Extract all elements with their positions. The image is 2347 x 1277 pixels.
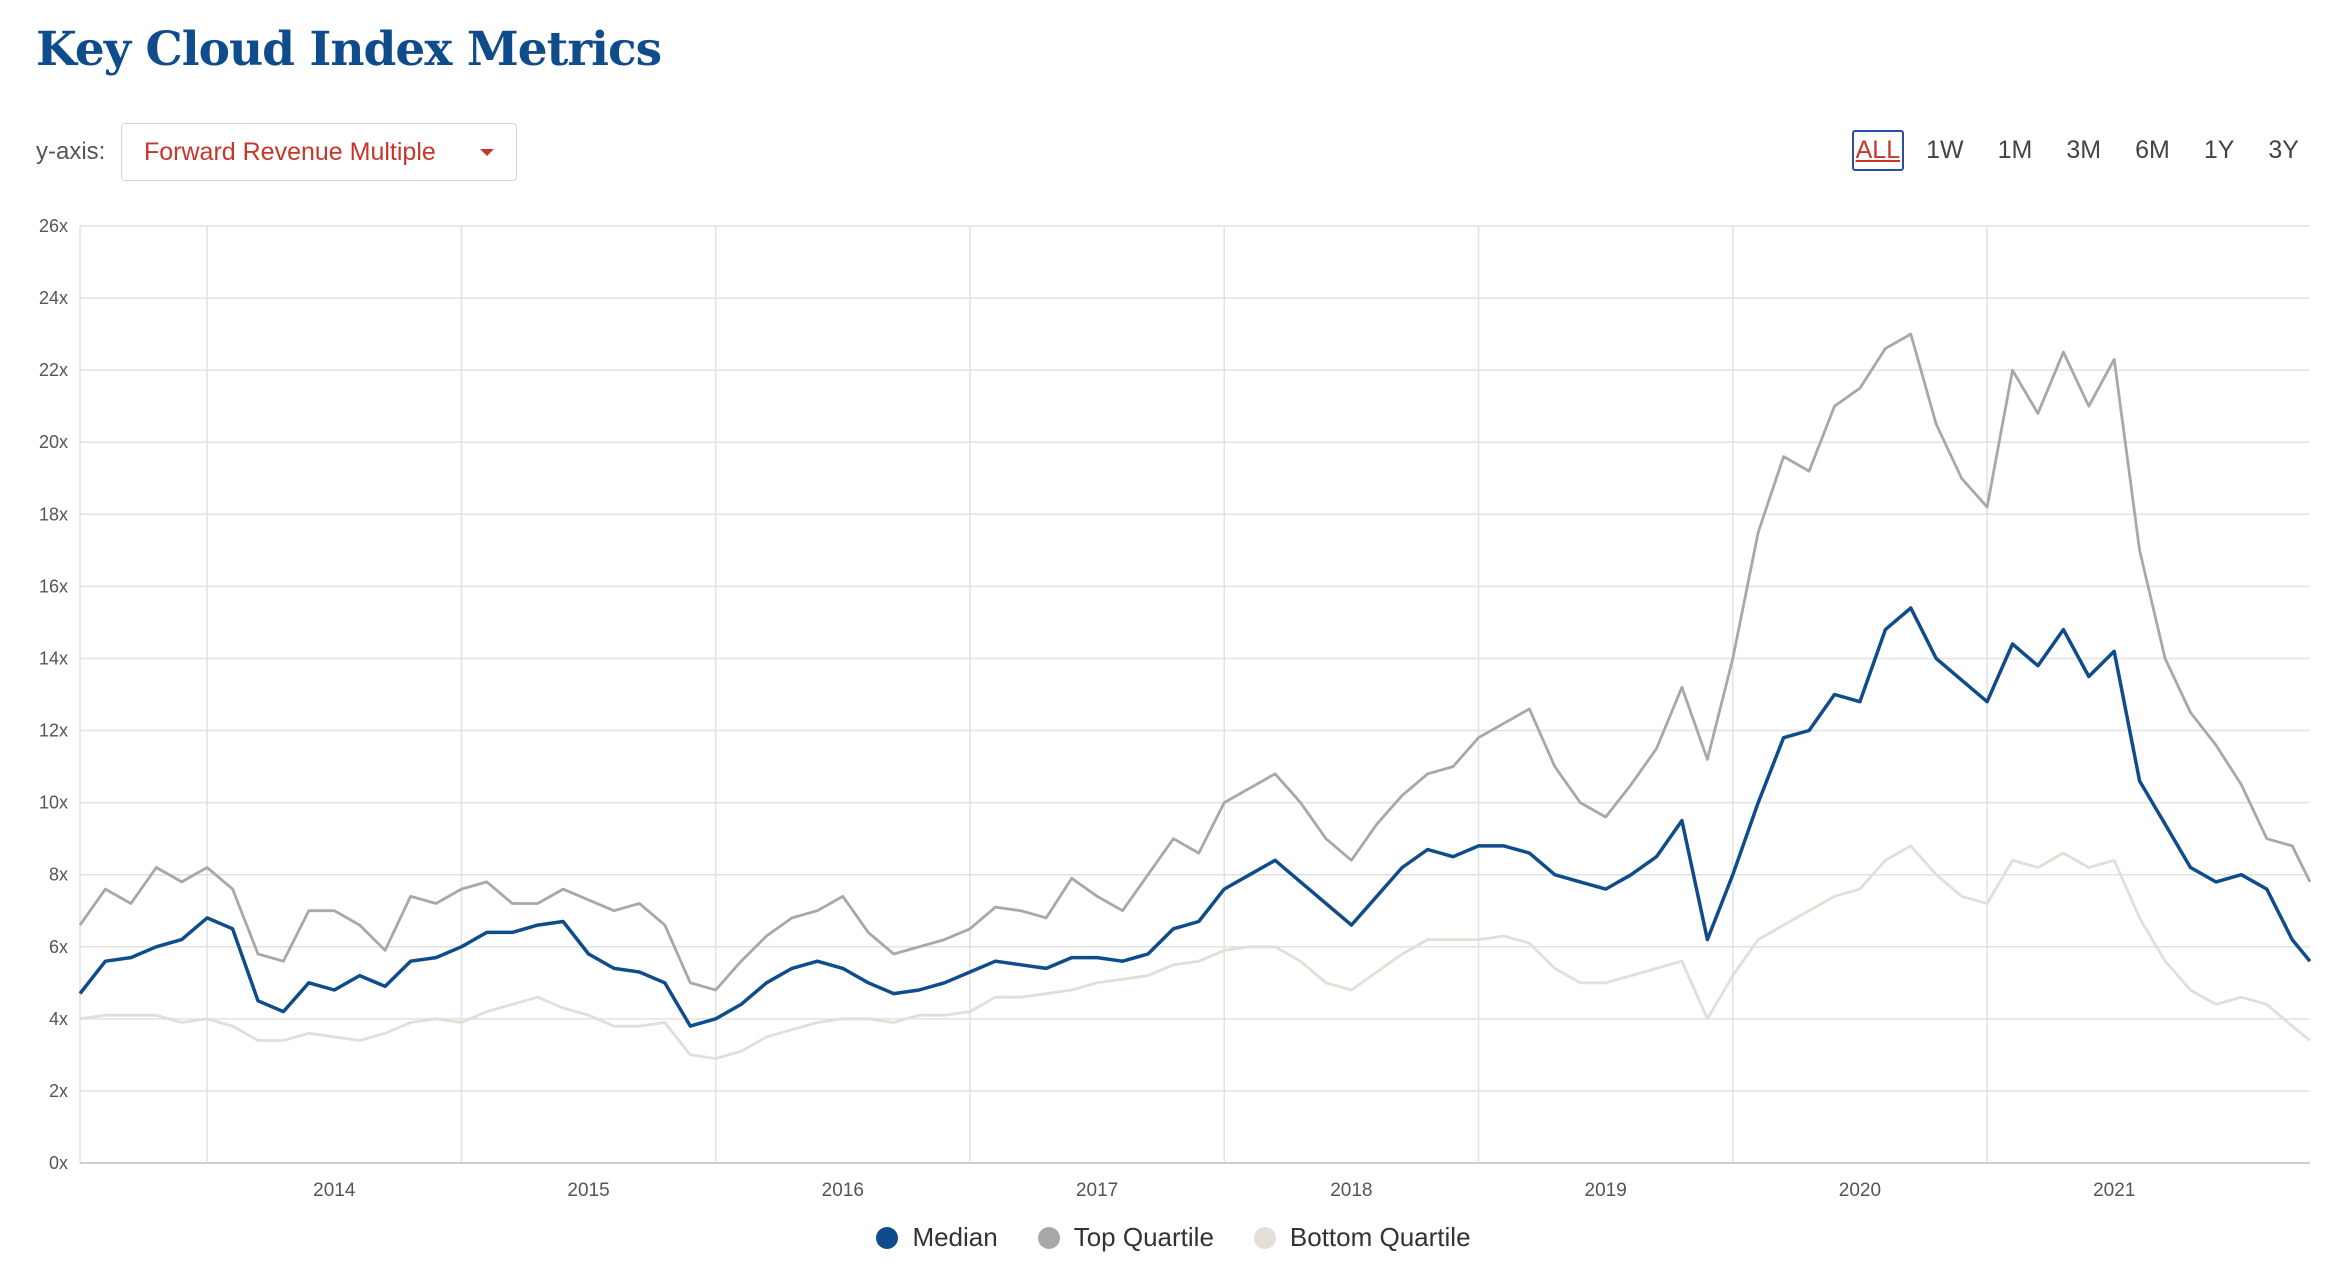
legend-item-top-quartile[interactable]: Top Quartile [1037,1222,1214,1253]
y-tick-label: 10x [39,793,68,813]
x-tick-label: 2019 [1585,1180,1627,1201]
legend-label-top-quartile: Top Quartile [1073,1222,1214,1252]
series-line-top-quartile[interactable] [78,332,2312,992]
x-tick-label: 2018 [1330,1180,1372,1201]
y-tick-label: 26x [39,216,68,236]
caret-down-icon [480,149,494,156]
x-tick-label: 2021 [2093,1180,2135,1201]
time-range-selector: ALL 1W 1M 3M 6M 1Y 3Y [1842,130,2311,171]
chart-series[interactable] [78,332,2312,1060]
y-tick-label: 20x [39,432,68,452]
range-6m-button[interactable]: 6M [2135,136,2170,164]
y-tick-label: 4x [49,1009,68,1029]
x-tick-label: 2020 [1839,1180,1881,1201]
legend-dot-bottom-quartile [1253,1226,1276,1249]
chart-axes: 0x 2x 4x 6x 8x 10x 12x 14x 16x 18x 20x 22x 24x 26x 201… [39,216,2135,1201]
dropdown-selected-value: Forward Revenue Multiple [144,137,436,166]
legend-item-bottom-quartile[interactable]: Bottom Quartile [1253,1222,1471,1253]
y-tick-label: 12x [39,721,68,741]
yaxis-metric-dropdown[interactable]: Forward Revenue Multiple [121,123,517,181]
y-tick-label: 2x [49,1081,68,1101]
legend-dot-top-quartile [1037,1226,1060,1249]
x-tick-label: 2014 [313,1180,356,1201]
yaxis-label: y-axis: [36,138,106,165]
range-all-button[interactable]: ALL [1851,130,1905,171]
y-tick-label: 14x [39,648,68,668]
x-tick-label: 2015 [567,1180,609,1201]
series-line-bottom-quartile[interactable] [79,844,2311,1060]
series-line-median[interactable] [78,606,2312,1028]
y-tick-label: 16x [39,576,68,596]
y-tick-label: 22x [39,360,68,380]
range-3y-button[interactable]: 3Y [2268,136,2299,164]
legend-label-median: Median [912,1222,998,1252]
legend-label-bottom-quartile: Bottom Quartile [1289,1222,1471,1252]
legend-item-median[interactable]: Median [876,1222,998,1253]
range-3m-button[interactable]: 3M [2066,136,2102,164]
y-tick-label: 24x [39,288,68,308]
y-tick-label: 18x [39,504,68,524]
x-tick-label: 2017 [1076,1180,1118,1201]
chart-legend: Median Top Quartile Bottom Quartile [0,1222,2347,1253]
x-tick-label: 2016 [822,1180,864,1201]
y-tick-label: 8x [49,865,68,885]
range-1w-button[interactable]: 1W [1926,136,1964,164]
page-title: Key Cloud Index Metrics [36,22,662,77]
y-tick-label: 0x [49,1153,68,1173]
y-tick-label: 6x [49,937,68,957]
range-1m-button[interactable]: 1M [1997,136,2033,164]
legend-dot-median [876,1226,899,1249]
range-1y-button[interactable]: 1Y [2203,136,2235,164]
